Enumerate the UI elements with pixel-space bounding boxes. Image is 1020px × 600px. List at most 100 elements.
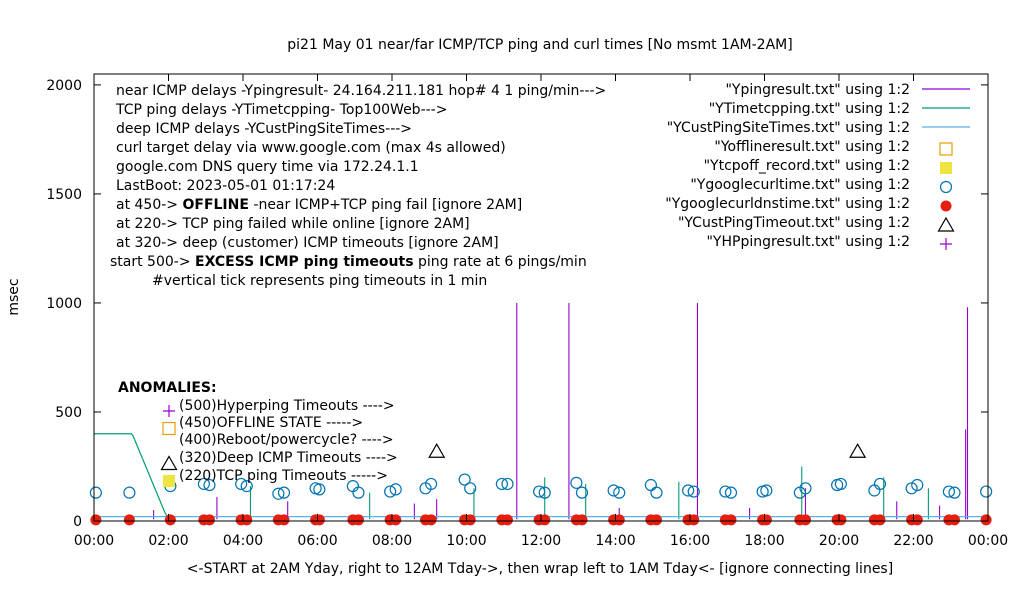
legend-label: "Ygooglecurltime.txt" using 1:2 <box>690 177 910 193</box>
x-tick-label: 22:00 <box>893 533 933 549</box>
data-point <box>428 443 446 458</box>
status-line-deep: at 320-> deep (customer) ICMP timeouts [… <box>116 235 499 251</box>
anomaly-markers <box>160 405 178 487</box>
data-point <box>425 514 437 526</box>
data-point <box>390 514 402 526</box>
data-point <box>650 486 663 499</box>
data-point <box>384 485 397 498</box>
legend: "Ypingresult.txt" using 1:2 "YTimetcppin… <box>665 82 970 250</box>
data-point <box>203 514 215 526</box>
data-point <box>799 482 812 495</box>
data-point <box>980 514 992 526</box>
legend-label: "YHPpingresult.txt" using 1:2 <box>706 234 910 250</box>
info-line: deep ICMP delays -YCustPingSiteTimes---> <box>116 121 412 137</box>
data-point <box>834 477 847 491</box>
data-point <box>760 514 772 526</box>
data-point <box>613 486 626 499</box>
data-point <box>163 475 175 487</box>
y-tick-label: 1500 <box>46 187 82 203</box>
tick-note: #vertical tick represents ping timeouts … <box>152 273 487 289</box>
data-point <box>352 514 364 526</box>
data-point <box>760 484 773 497</box>
info-line: google.com DNS query time via 172.24.1.1 <box>116 159 419 175</box>
info-line: near ICMP delays -Ypingresult- 24.164.21… <box>116 83 606 99</box>
data-point <box>241 514 253 526</box>
data-point <box>939 142 953 156</box>
data-point <box>948 486 961 499</box>
data-point <box>613 514 625 526</box>
y-tick-label: 0 <box>73 514 82 530</box>
status-line-offline: at 450-> OFFLINE -near ICMP+TCP ping fai… <box>116 197 522 213</box>
data-point <box>277 486 291 499</box>
series-markers <box>90 514 992 526</box>
data-point <box>458 473 471 486</box>
data-point <box>937 216 955 232</box>
legend-label: "YCustPingSiteTimes.txt" using 1:2 <box>667 120 910 136</box>
data-point <box>940 162 952 174</box>
legend-label: "YTimetcpping.txt" using 1:2 <box>709 101 910 117</box>
x-tick-label: 12:00 <box>521 533 561 549</box>
data-point <box>570 476 583 489</box>
data-point <box>278 514 290 526</box>
data-point <box>687 485 700 498</box>
anomaly-label: (500)Hyperping Timeouts ----> <box>179 398 395 414</box>
anomaly-label: (400)Reboot/powercycle? ----> <box>179 432 394 448</box>
x-axis-label: <-START at 2AM Yday, right to 12AM Tday-… <box>187 561 893 577</box>
y-tick-label: 500 <box>55 405 82 421</box>
legend-label: "Ypingresult.txt" using 1:2 <box>725 82 910 98</box>
data-point <box>942 485 955 498</box>
data-point <box>939 180 953 194</box>
data-point <box>464 514 476 526</box>
data-point <box>352 486 365 499</box>
x-tick-label: 04:00 <box>223 533 263 549</box>
data-point <box>849 443 867 458</box>
legend-label: "Yofflineresult.txt" using 1:2 <box>714 139 910 155</box>
data-point <box>164 514 176 526</box>
data-point <box>235 477 248 491</box>
data-point <box>313 514 325 526</box>
data-point <box>688 514 700 526</box>
anomalies-block: ANOMALIES: (500)Hyperping Timeouts ---->… <box>118 380 398 487</box>
data-point <box>240 480 253 493</box>
anomaly-label: (320)Deep ICMP Timeouts ----> <box>179 450 398 466</box>
data-point <box>539 514 551 526</box>
series-path <box>94 433 170 520</box>
y-axis-label: msec <box>6 278 22 315</box>
data-point <box>163 405 175 417</box>
data-point <box>501 477 514 491</box>
info-line: LastBoot: 2023-05-01 01:17:24 <box>116 178 335 194</box>
data-point <box>272 487 285 500</box>
data-point <box>538 486 551 499</box>
data-point <box>980 485 993 498</box>
x-tick-label: 02:00 <box>148 533 188 549</box>
data-point <box>501 514 513 526</box>
data-point <box>533 485 546 498</box>
anomaly-label: (450)OFFLINE STATE -----> <box>179 415 363 431</box>
data-point <box>799 514 811 526</box>
legend-label: "Ytcpoff_record.txt" using 1:2 <box>704 158 910 174</box>
x-tick-label: 00:00 <box>74 533 114 549</box>
x-tick-label: 18:00 <box>744 533 784 549</box>
x-tick-label: 20:00 <box>819 533 859 549</box>
x-tick-label: 10:00 <box>446 533 486 549</box>
info-line: TCP ping delays -YTimetcpping- Top100Web… <box>115 102 447 118</box>
data-point <box>644 478 657 492</box>
chart-title: pi21 May 01 near/far ICMP/TCP ping and c… <box>287 37 792 53</box>
series-layer <box>89 302 993 526</box>
data-point <box>160 455 178 471</box>
legend-label: "YCustPingTimeout.txt" using 1:2 <box>678 215 910 231</box>
data-point <box>495 477 508 491</box>
y-tick-label: 1000 <box>46 296 82 312</box>
data-point <box>123 486 136 499</box>
axes-layer: 0 500 1000 1500 2000 00:00 02:00 04:00 06:00 08:0… <box>46 74 1008 549</box>
data-point <box>940 238 952 250</box>
data-point <box>868 484 881 497</box>
data-point <box>719 485 732 498</box>
data-point <box>575 486 589 499</box>
legend-label: "Ygooglecurldnstime.txt" using 1:2 <box>665 196 910 212</box>
data-point <box>607 484 620 497</box>
data-point <box>313 483 326 496</box>
data-point <box>464 482 477 495</box>
legend-samples <box>922 88 970 250</box>
